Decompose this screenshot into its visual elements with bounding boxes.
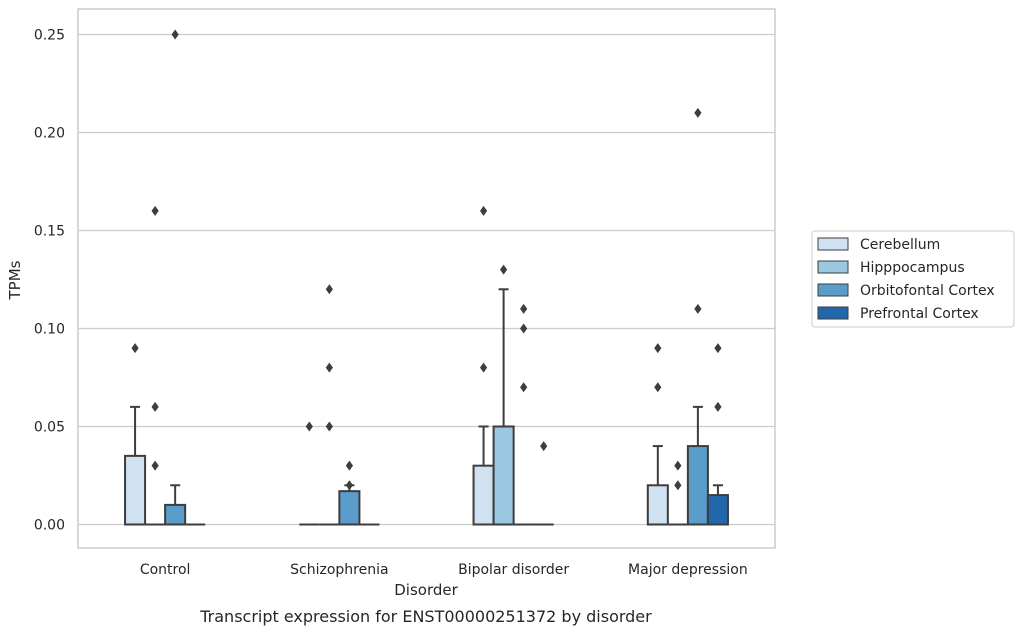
outlier-point [345,480,353,491]
outlier-point [520,323,528,334]
box-rect [492,425,515,526]
y-axis-ticks: 0.00 0.05 0.10 0.15 0.20 0.25 [34,27,65,533]
box-group [513,303,534,526]
legend-swatch [817,260,849,274]
outlier-point [151,205,159,216]
outlier-point [325,421,333,432]
plot-frame [77,8,776,549]
box-group [145,205,166,526]
outlier-point [325,362,333,373]
box-group [164,29,187,526]
y-tick-label: 0.25 [34,27,65,43]
box-layer [124,29,729,526]
x-tick-label: Control [140,562,191,578]
box-group [338,460,361,526]
outlier-point [714,401,722,412]
x-tick-label: Schizophrenia [290,562,388,578]
outlier-point [345,460,353,471]
box-rect [338,490,361,526]
outlier-point [305,421,313,432]
outlier-point [520,382,528,393]
gridlines [78,33,775,526]
outlier-point [654,343,662,354]
box-group [667,460,688,526]
box-group [299,421,320,526]
chart-title: Transcript expression for ENST0000025137… [199,607,652,626]
box-group [472,205,495,526]
outlier-point [479,205,488,216]
legend-label: Prefrontal Cortex [860,306,979,322]
x-tick-label: Major depression [628,562,748,578]
outlier-point [694,303,702,314]
legend-swatch [817,237,849,251]
box-rect [686,445,709,526]
legend-label: Cerebellum [860,237,940,253]
box-group [706,343,729,526]
outlier-point [151,460,159,471]
outlier-point [694,107,702,118]
y-axis-label: TPMs [6,260,24,300]
outlier-point [479,362,488,373]
outlier-point [500,264,508,275]
box-group [646,343,669,526]
legend-label: Hipppocampus [860,260,965,276]
x-axis-ticks: Control Schizophrenia Bipolar disorder Majo… [140,562,748,578]
outlier-point [674,460,682,471]
legend-swatch [817,306,849,320]
outlier-point [131,343,139,354]
box-rect [646,484,669,526]
outlier-point [540,441,548,452]
outlier-point [171,29,179,40]
outlier-point [151,401,159,412]
box-group [492,264,515,526]
legend-swatch [817,283,849,297]
y-tick-label: 0.05 [34,419,65,435]
outlier-point [520,303,528,314]
y-tick-label: 0.10 [34,321,65,337]
outlier-point [674,480,682,491]
box-group [319,284,340,526]
box-rect [124,454,147,526]
y-tick-label: 0.00 [34,517,65,533]
outlier-point [714,343,722,354]
x-tick-label: Bipolar disorder [458,562,569,578]
x-axis-label: Disorder [394,581,458,599]
legend-frame [811,230,1015,328]
box-rect [472,464,495,526]
outlier-point [654,382,662,393]
box-group [124,343,147,526]
y-tick-label: 0.15 [34,223,65,239]
legend: Cerebellum Hipppocampus Orbitofontal Corte… [811,230,1015,328]
box-rect [164,503,187,526]
box-group [686,107,709,526]
y-tick-label: 0.20 [34,125,65,141]
outlier-point [325,284,333,295]
box-rect [706,494,729,526]
legend-label: Orbitofontal Cortex [860,283,995,299]
box-group [533,441,554,526]
